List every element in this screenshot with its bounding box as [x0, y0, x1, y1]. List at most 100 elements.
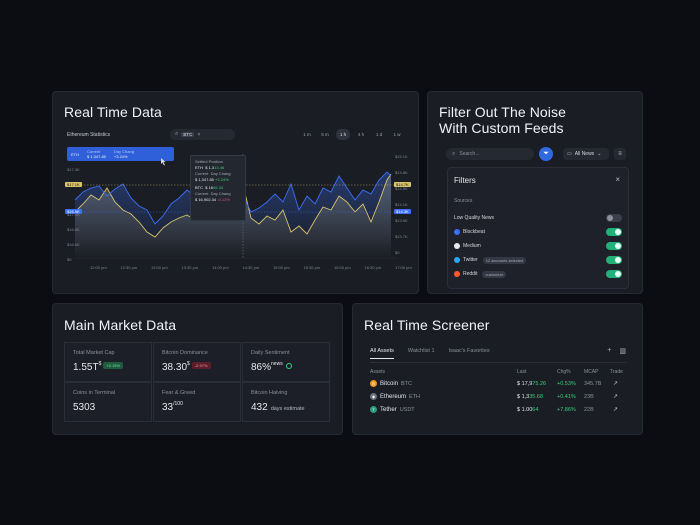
last-price-b: 64: [532, 407, 539, 413]
tooltip-btc-sub-change: -0.12%: [217, 197, 230, 202]
tooltip-btc-label: BTC: [195, 185, 203, 190]
tile-value: 5303: [73, 402, 96, 413]
header-chg: Chg%: [557, 369, 571, 375]
filter-row-blockbeat[interactable]: Blockbeat: [454, 227, 622, 237]
timeframe-1h[interactable]: 1 h: [336, 129, 350, 140]
filter-row-pill[interactable]: customize: [482, 270, 507, 278]
filter-row-reddit[interactable]: Reddit customize: [454, 269, 622, 279]
tile-sup: $: [187, 361, 190, 367]
close-icon[interactable]: ×: [197, 131, 201, 138]
tab-isaac-s-favorites[interactable]: Isaac's Favorites: [448, 348, 490, 354]
y-left-tick: $17.0K: [67, 212, 80, 217]
last-price: $ 1,335.68: [517, 394, 543, 400]
real-time-data-title: Real Time Data: [64, 104, 162, 120]
asset-name: Ethereum: [380, 393, 407, 400]
sort-button[interactable]: ≡: [614, 148, 626, 160]
tile-value: 432: [251, 402, 268, 413]
market-cap: 345.7B: [584, 381, 602, 387]
toggle-switch[interactable]: [606, 242, 622, 250]
tile-value-wrap: 38.30$ -2.97%: [162, 361, 211, 373]
eth-badge-change-label: Day Chang: [113, 149, 134, 154]
tile-sup: $: [98, 361, 102, 367]
tooltip-eth-label: ETH: [195, 165, 203, 170]
tab-all-assets[interactable]: All Assets: [370, 348, 394, 359]
table-row[interactable]: ₿ Bitcoin BTC $ 17,975.26 +0.53% 345.7B ↗: [370, 378, 627, 391]
reddit-icon: [454, 271, 460, 277]
last-price: $ 17,975.26: [517, 381, 546, 387]
search-tag[interactable]: BTC: [181, 132, 195, 137]
close-icon[interactable]: ×: [615, 175, 620, 184]
main-market-data-card: Main Market Data Total Market Cap 1.55T$ +…: [52, 303, 343, 435]
trade-arrow-icon[interactable]: ↗: [613, 394, 619, 400]
table-row[interactable]: T Tether USDT $ 1.0064 +7.86% 22B ↗: [370, 404, 627, 417]
eth-badge[interactable]: ETH Current $ 1,347.85 Day Chang +3.24%: [67, 147, 174, 161]
ethereum-icon: ◆: [370, 393, 377, 400]
x-tick: 12:00 pm: [90, 265, 107, 270]
tile-label: Bitcoin Dominance: [162, 350, 208, 356]
asset-symbol: USDT: [399, 406, 415, 413]
columns-icon[interactable]: ▥: [619, 348, 626, 355]
y-right-tick: $14.1K: [395, 202, 408, 207]
eth-right-marker: $14.3K: [394, 209, 411, 214]
asset-search-input[interactable]: ⌕ BTC ×: [170, 129, 235, 140]
tile-label: Fear & Greed: [162, 390, 196, 396]
eth-badge-current-value: $ 1,347.85: [87, 154, 106, 159]
y-right-tick: $13.7K: [395, 234, 408, 239]
x-tick: 15:30 pm: [303, 265, 321, 270]
filter-button[interactable]: ⏷: [539, 147, 553, 161]
filter-row-pill[interactable]: 12 accounts selected: [482, 256, 527, 264]
filter-row-label: Medium: [463, 243, 481, 249]
chart-tooltip: Settled Position ETH $ 1,313.46 Current …: [190, 155, 246, 221]
tab-watchlist-1[interactable]: Watchlist 1: [407, 348, 435, 354]
toggle-switch[interactable]: [606, 256, 622, 264]
toggle-switch[interactable]: [606, 270, 622, 278]
market-cap: 22B: [584, 407, 594, 413]
filter-row-twitter[interactable]: Twitter 12 accounts selected: [454, 255, 622, 265]
add-icon[interactable]: +: [607, 347, 612, 354]
asset-name: Tether: [380, 406, 397, 413]
tile-value-wrap: 1.55T$ +2.15%: [73, 361, 124, 373]
search-icon: ⌕: [175, 131, 179, 137]
x-tick: 17:00 pm: [395, 265, 412, 270]
filter-row-medium[interactable]: Medium: [454, 241, 622, 251]
news-select[interactable]: ▭ All News ⌄: [563, 148, 609, 160]
y-left-tick: $17.4K: [67, 167, 80, 172]
header-last: Last: [517, 369, 527, 375]
x-tick: 16:30 pm: [364, 265, 382, 270]
tile-value-wrap: 86%news: [251, 361, 292, 373]
timeframe-1w[interactable]: 1 w: [393, 132, 401, 137]
timeframe-5m[interactable]: 5 m: [321, 132, 329, 137]
btc-left-marker: $17.1K: [65, 182, 82, 187]
filter-row-low-quality-news[interactable]: Low Quality News: [454, 213, 622, 223]
toggle-switch[interactable]: [606, 214, 622, 222]
y-left-tick: $16.8K: [67, 227, 80, 232]
timeframe-1d[interactable]: 1 d: [375, 132, 383, 137]
news-search-placeholder: Search...: [459, 151, 480, 157]
y-right-tick: $13.9K: [395, 218, 408, 223]
eth-left-marker: $16.9K: [65, 209, 82, 214]
last-price: $ 1.0064: [517, 407, 538, 413]
x-tick: 14:30 pm: [242, 265, 260, 270]
filter-row-label: Blockbeat: [463, 229, 485, 235]
toggle-switch[interactable]: [606, 228, 622, 236]
sort-icon: ≡: [618, 151, 622, 157]
tooltip-eth-value: $ 1,3: [205, 165, 215, 170]
market-tile-fear-greed: Fear & Greed 33/100: [153, 382, 241, 422]
news-search-input[interactable]: ⌕ Search...: [446, 148, 534, 160]
asset-name: Bitcoin: [380, 380, 399, 387]
medium-icon: [454, 243, 460, 249]
calendar-icon: ▭: [567, 151, 572, 157]
trade-arrow-icon[interactable]: ↗: [613, 407, 619, 413]
tooltip-btc-sub-value: $ 16,902.34: [195, 197, 217, 202]
tether-icon: T: [370, 406, 377, 413]
timeframe-1m[interactable]: 1 m: [303, 132, 311, 137]
tooltip-btc-value: $ 16: [205, 185, 214, 190]
table-row[interactable]: ◆ Ethereum ETH $ 1,335.68 +0.41% 23B ↗: [370, 391, 627, 404]
last-price-b: 35.68: [529, 394, 543, 400]
trade-arrow-icon[interactable]: ↗: [613, 381, 619, 387]
tile-value-wrap: 432 days estimate: [251, 402, 305, 413]
chevron-down-icon: ⌄: [597, 151, 602, 157]
last-price-a: $ 1.00: [517, 407, 533, 413]
last-price-a: $ 17,9: [517, 381, 533, 387]
timeframe-4h[interactable]: 4 h: [357, 132, 365, 137]
